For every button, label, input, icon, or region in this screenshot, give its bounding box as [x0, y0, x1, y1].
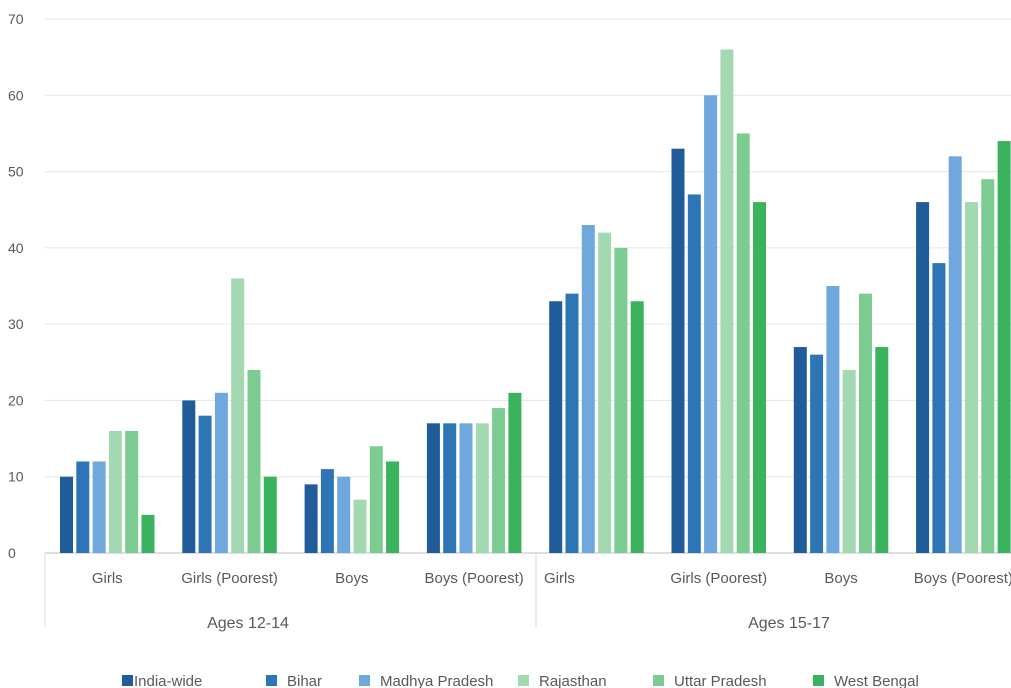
bar: [508, 392, 522, 553]
legend-swatch: [653, 675, 664, 686]
legend-label: Bihar: [287, 673, 322, 688]
legend-label: West Bengal: [834, 673, 919, 688]
y-tick-label: 70: [8, 11, 24, 27]
bar: [965, 202, 978, 554]
legend-swatch: [122, 675, 133, 686]
bar: [981, 179, 995, 553]
bar: [320, 469, 334, 553]
bar: [60, 476, 73, 553]
y-tick-label: 40: [8, 240, 24, 256]
bar: [108, 430, 122, 553]
bar: [182, 400, 196, 553]
bar: [842, 369, 856, 553]
bar: [630, 301, 644, 553]
bar: [549, 301, 563, 553]
bar: [875, 347, 889, 553]
legend: India-wide Bihar Madhya Pradesh Rajasthan Ut…: [122, 673, 919, 688]
y-tick-label: 60: [8, 87, 24, 103]
y-tick-label: 0: [8, 545, 16, 561]
bar: [426, 423, 440, 553]
x-category-label: Girls: [92, 570, 123, 587]
bar: [736, 133, 750, 553]
x-group-label: Ages 15-17: [748, 615, 830, 632]
bar: [231, 278, 245, 553]
bar: [687, 194, 701, 553]
bar: [304, 484, 318, 553]
legend-swatch: [518, 675, 529, 686]
x-category-label: Boys (Poorest): [914, 570, 1011, 587]
bar: [948, 156, 962, 554]
bar: [997, 141, 1011, 554]
bar: [826, 286, 840, 553]
bar: [76, 461, 90, 553]
bar: [671, 148, 685, 553]
bar: [386, 461, 400, 553]
bar: [475, 423, 489, 553]
legend-swatch: [359, 675, 370, 686]
legend-label: India-wide: [134, 673, 202, 688]
bar: [125, 430, 139, 553]
y-tick-label: 50: [8, 164, 24, 180]
bar: [263, 476, 277, 553]
bars: [60, 49, 1011, 554]
y-tick-label: 20: [8, 392, 24, 408]
bar: [581, 224, 595, 553]
x-category-label: Girls: [544, 570, 575, 587]
x-group-label: Ages 12-14: [207, 615, 289, 632]
bar: [810, 354, 824, 553]
bar: [492, 408, 506, 553]
bar: [214, 392, 228, 553]
bar: [92, 461, 106, 553]
bar: [459, 423, 473, 553]
legend-label: Madhya Pradesh: [380, 673, 493, 688]
bar: [443, 423, 457, 553]
legend-swatch: [266, 675, 277, 686]
bar: [720, 49, 734, 554]
bar: [859, 293, 872, 553]
x-category-label: Girls (Poorest): [670, 570, 767, 587]
y-tick-label: 30: [8, 316, 24, 332]
y-tick-label: 10: [8, 469, 24, 485]
bar: [704, 95, 718, 554]
bar: [598, 232, 612, 553]
bar: [353, 499, 367, 553]
x-category-label: Girls (Poorest): [181, 570, 278, 587]
legend-label: Uttar Pradesh: [674, 673, 767, 688]
bar: [753, 202, 766, 554]
bar: [369, 446, 383, 553]
bar: [141, 514, 155, 553]
x-category-label: Boys: [824, 570, 857, 587]
bar: [793, 347, 807, 553]
legend-swatch: [813, 675, 824, 686]
legend-label: Rajasthan: [539, 673, 607, 688]
bar: [932, 263, 946, 553]
x-category-label: Boys: [335, 570, 368, 587]
bar: [916, 202, 930, 554]
bar: [247, 369, 261, 553]
x-category-label: Boys (Poorest): [425, 570, 524, 587]
bar: [198, 415, 212, 553]
bar: [614, 247, 628, 553]
bar: [565, 293, 579, 553]
bar: [337, 476, 351, 553]
x-axis: Girls Girls (Poorest) Boys Boys (Poorest) Ag…: [44, 553, 1011, 632]
y-axis-ticks: 0 10 20 30 40 50 60 70: [8, 11, 24, 561]
